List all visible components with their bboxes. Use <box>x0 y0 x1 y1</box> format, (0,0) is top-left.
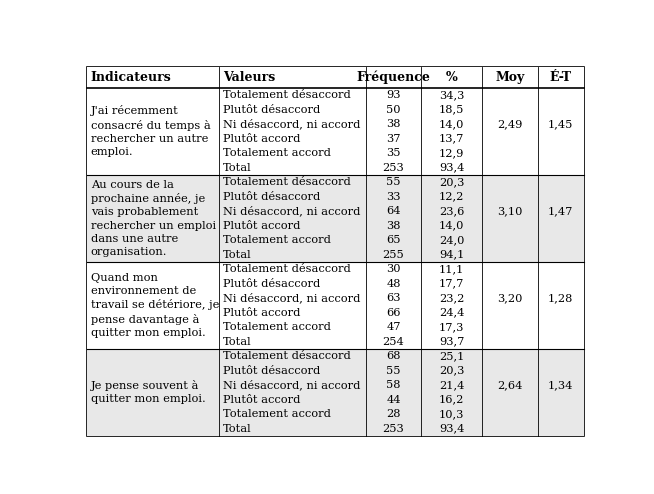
Text: Moy: Moy <box>496 71 525 84</box>
Text: Valeurs: Valeurs <box>222 71 275 84</box>
Text: 38: 38 <box>387 221 401 231</box>
Text: 93: 93 <box>387 90 401 100</box>
Text: Totalement désaccord: Totalement désaccord <box>222 177 351 187</box>
Text: 20,3: 20,3 <box>439 177 464 187</box>
Text: Au cours de la
prochaine année, je
vais probablement
rechercher un emploi
dans u: Au cours de la prochaine année, je vais … <box>91 180 216 257</box>
Text: 28: 28 <box>387 409 401 419</box>
Text: Je pense souvent à
quitter mon emploi.: Je pense souvent à quitter mon emploi. <box>91 380 205 405</box>
Text: 254: 254 <box>383 336 404 347</box>
Text: Totalement désaccord: Totalement désaccord <box>222 351 351 361</box>
Text: 63: 63 <box>387 293 401 303</box>
Text: Plutôt accord: Plutôt accord <box>222 308 300 318</box>
Text: 44: 44 <box>387 395 401 405</box>
Text: 55: 55 <box>387 366 401 375</box>
Text: 94,1: 94,1 <box>439 249 464 259</box>
Text: 50: 50 <box>387 105 401 115</box>
Text: 16,2: 16,2 <box>439 395 464 405</box>
Text: 21,4: 21,4 <box>439 380 464 390</box>
Text: Plutôt accord: Plutôt accord <box>222 221 300 231</box>
Text: Totalement accord: Totalement accord <box>222 322 330 332</box>
Text: Total: Total <box>222 249 251 259</box>
Text: 33: 33 <box>387 192 401 202</box>
Text: Totalement désaccord: Totalement désaccord <box>222 264 351 274</box>
Text: Totalement accord: Totalement accord <box>222 148 330 158</box>
Bar <box>87 262 583 349</box>
Text: 58: 58 <box>387 380 401 390</box>
Text: 93,7: 93,7 <box>439 336 464 347</box>
Text: 38: 38 <box>387 119 401 129</box>
Text: J'ai récemment
consacré du temps à
rechercher un autre
emploi.: J'ai récemment consacré du temps à reche… <box>91 105 211 157</box>
Text: 48: 48 <box>387 279 401 288</box>
Text: 1,45: 1,45 <box>548 119 574 129</box>
Text: 20,3: 20,3 <box>439 366 464 375</box>
Text: Plutôt désaccord: Plutôt désaccord <box>222 192 320 202</box>
Text: 12,9: 12,9 <box>439 148 464 158</box>
Bar <box>87 67 583 88</box>
Bar <box>87 175 583 262</box>
Bar <box>87 88 583 175</box>
Text: 10,3: 10,3 <box>439 409 464 419</box>
Text: 25,1: 25,1 <box>439 351 464 361</box>
Text: 11,1: 11,1 <box>439 264 464 274</box>
Text: 55: 55 <box>387 177 401 187</box>
Text: Total: Total <box>222 424 251 434</box>
Text: 14,0: 14,0 <box>439 221 464 231</box>
Text: 14,0: 14,0 <box>439 119 464 129</box>
Text: Ni désaccord, ni accord: Ni désaccord, ni accord <box>222 293 360 303</box>
Text: 2,64: 2,64 <box>497 380 523 390</box>
Text: 17,3: 17,3 <box>439 322 464 332</box>
Text: Plutôt accord: Plutôt accord <box>222 395 300 405</box>
Text: 23,2: 23,2 <box>439 293 464 303</box>
Text: 3,10: 3,10 <box>497 206 523 216</box>
Bar <box>87 349 583 436</box>
Text: 3,20: 3,20 <box>497 293 523 303</box>
Text: 18,5: 18,5 <box>439 105 464 115</box>
Text: 2,49: 2,49 <box>497 119 523 129</box>
Text: 66: 66 <box>387 308 401 318</box>
Text: Ni désaccord, ni accord: Ni désaccord, ni accord <box>222 119 360 129</box>
Text: 93,4: 93,4 <box>439 163 464 172</box>
Text: 253: 253 <box>383 424 404 434</box>
Text: 65: 65 <box>387 235 401 245</box>
Text: Totalement accord: Totalement accord <box>222 235 330 245</box>
Text: 64: 64 <box>387 206 401 216</box>
Text: 23,6: 23,6 <box>439 206 464 216</box>
Text: Plutôt désaccord: Plutôt désaccord <box>222 366 320 375</box>
Text: Fréquence: Fréquence <box>356 71 430 84</box>
Text: Total: Total <box>222 336 251 347</box>
Text: 12,2: 12,2 <box>439 192 464 202</box>
Text: 255: 255 <box>383 249 404 259</box>
Text: 24,4: 24,4 <box>439 308 464 318</box>
Text: 47: 47 <box>387 322 401 332</box>
Text: 17,7: 17,7 <box>439 279 464 288</box>
Text: 24,0: 24,0 <box>439 235 464 245</box>
Text: 1,47: 1,47 <box>548 206 574 216</box>
Text: 37: 37 <box>387 133 401 144</box>
Text: 1,28: 1,28 <box>548 293 574 303</box>
Text: 253: 253 <box>383 163 404 172</box>
Text: 35: 35 <box>387 148 401 158</box>
Text: 68: 68 <box>387 351 401 361</box>
Text: Totalement accord: Totalement accord <box>222 409 330 419</box>
Text: 93,4: 93,4 <box>439 424 464 434</box>
Text: 30: 30 <box>387 264 401 274</box>
Text: 1,34: 1,34 <box>548 380 574 390</box>
Text: 34,3: 34,3 <box>439 90 464 100</box>
Text: É-T: É-T <box>550 71 572 84</box>
Text: Indicateurs: Indicateurs <box>91 71 171 84</box>
Text: Total: Total <box>222 163 251 172</box>
Text: Plutôt désaccord: Plutôt désaccord <box>222 279 320 288</box>
Text: 13,7: 13,7 <box>439 133 464 144</box>
Text: Ni désaccord, ni accord: Ni désaccord, ni accord <box>222 206 360 216</box>
Text: Ni désaccord, ni accord: Ni désaccord, ni accord <box>222 380 360 390</box>
Text: Plutôt accord: Plutôt accord <box>222 133 300 144</box>
Text: Quand mon
environnement de
travail se détériore, je
pense davantage à
quitter mo: Quand mon environnement de travail se dé… <box>91 273 219 338</box>
Text: %: % <box>446 71 458 84</box>
Text: Totalement désaccord: Totalement désaccord <box>222 90 351 100</box>
Text: Plutôt désaccord: Plutôt désaccord <box>222 105 320 115</box>
